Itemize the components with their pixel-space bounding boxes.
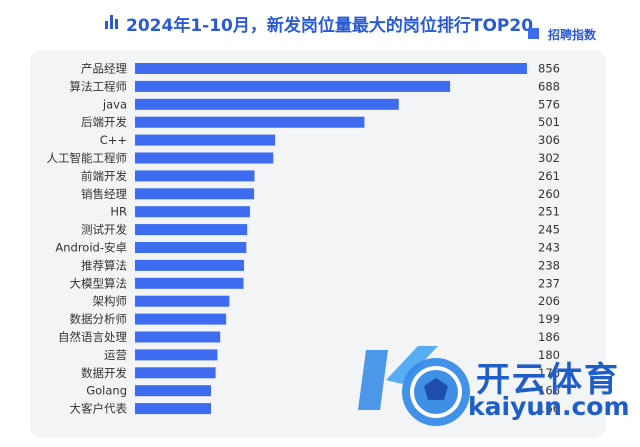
category-label: C++	[100, 133, 127, 147]
bar	[135, 313, 227, 325]
bar	[135, 188, 255, 200]
category-label: 数据分析师	[70, 312, 128, 326]
value-label: 199	[538, 312, 560, 326]
chart-header: 2024年1-10月，新发岗位量最大的岗位排行TOP20	[0, 0, 640, 46]
value-label: 180	[538, 348, 560, 362]
value-label: 306	[538, 133, 560, 147]
bar	[135, 63, 527, 74]
chart-title: 2024年1-10月，新发岗位量最大的岗位排行TOP20	[126, 16, 534, 36]
bar	[135, 116, 365, 128]
value-label: 176	[538, 366, 560, 380]
value-label: 576	[538, 97, 560, 111]
legend-swatch	[528, 28, 539, 39]
bar	[135, 206, 250, 218]
value-label: 251	[538, 205, 560, 219]
category-label: 人工智能工程师	[47, 151, 128, 165]
value-label: 166	[538, 402, 560, 416]
value-label: 186	[538, 330, 560, 344]
category-label: 算法工程师	[70, 79, 128, 93]
chart-panel	[30, 50, 606, 438]
category-label: 测试开发	[81, 223, 127, 237]
category-label: 前端开发	[81, 169, 127, 183]
category-label: 运营	[104, 348, 127, 362]
bar	[135, 277, 244, 289]
value-label: 206	[538, 294, 560, 308]
value-label: 238	[538, 258, 560, 272]
value-label: 302	[538, 151, 560, 165]
value-label: 688	[538, 79, 560, 93]
bar	[135, 367, 216, 379]
category-label: HR	[110, 205, 127, 219]
category-label: 后端开发	[81, 115, 127, 129]
bar	[135, 170, 255, 182]
legend-label: 招聘指数	[548, 28, 597, 42]
bar	[135, 98, 399, 110]
value-label: 237	[538, 276, 560, 290]
value-label: 166	[538, 384, 560, 398]
value-label: 261	[538, 169, 560, 183]
bar	[135, 349, 218, 361]
category-label: 数据开发	[81, 366, 127, 380]
value-label: 501	[538, 115, 560, 129]
category-label: Golang	[86, 384, 127, 398]
watermark-text-cn: 开云体育	[476, 360, 620, 400]
value-label: 260	[538, 187, 560, 201]
bar	[135, 295, 230, 307]
category-label: 产品经理	[81, 62, 127, 76]
category-label: Android-安卓	[55, 241, 127, 255]
bar	[135, 224, 248, 236]
bar	[135, 403, 212, 415]
bar	[135, 259, 244, 271]
category-label: 自然语言处理	[58, 330, 127, 344]
bar	[135, 80, 451, 92]
category-label: 大模型算法	[70, 276, 128, 290]
value-label: 856	[538, 62, 560, 76]
category-label: 推荐算法	[81, 258, 127, 272]
bar-chart-icon	[105, 15, 118, 29]
category-label: 销售经理	[81, 187, 127, 201]
bar	[135, 242, 247, 253]
value-label: 243	[538, 241, 560, 255]
bar	[135, 134, 276, 146]
category-label: java	[102, 97, 127, 111]
bar	[135, 331, 221, 343]
watermark-text-en: kaiyun.com	[468, 392, 630, 421]
value-label: 245	[538, 223, 560, 237]
bar	[135, 385, 212, 397]
watermark-logo	[358, 346, 470, 426]
category-label: 架构师	[93, 294, 128, 308]
bar	[135, 152, 274, 164]
category-label: 大客户代表	[70, 402, 128, 416]
